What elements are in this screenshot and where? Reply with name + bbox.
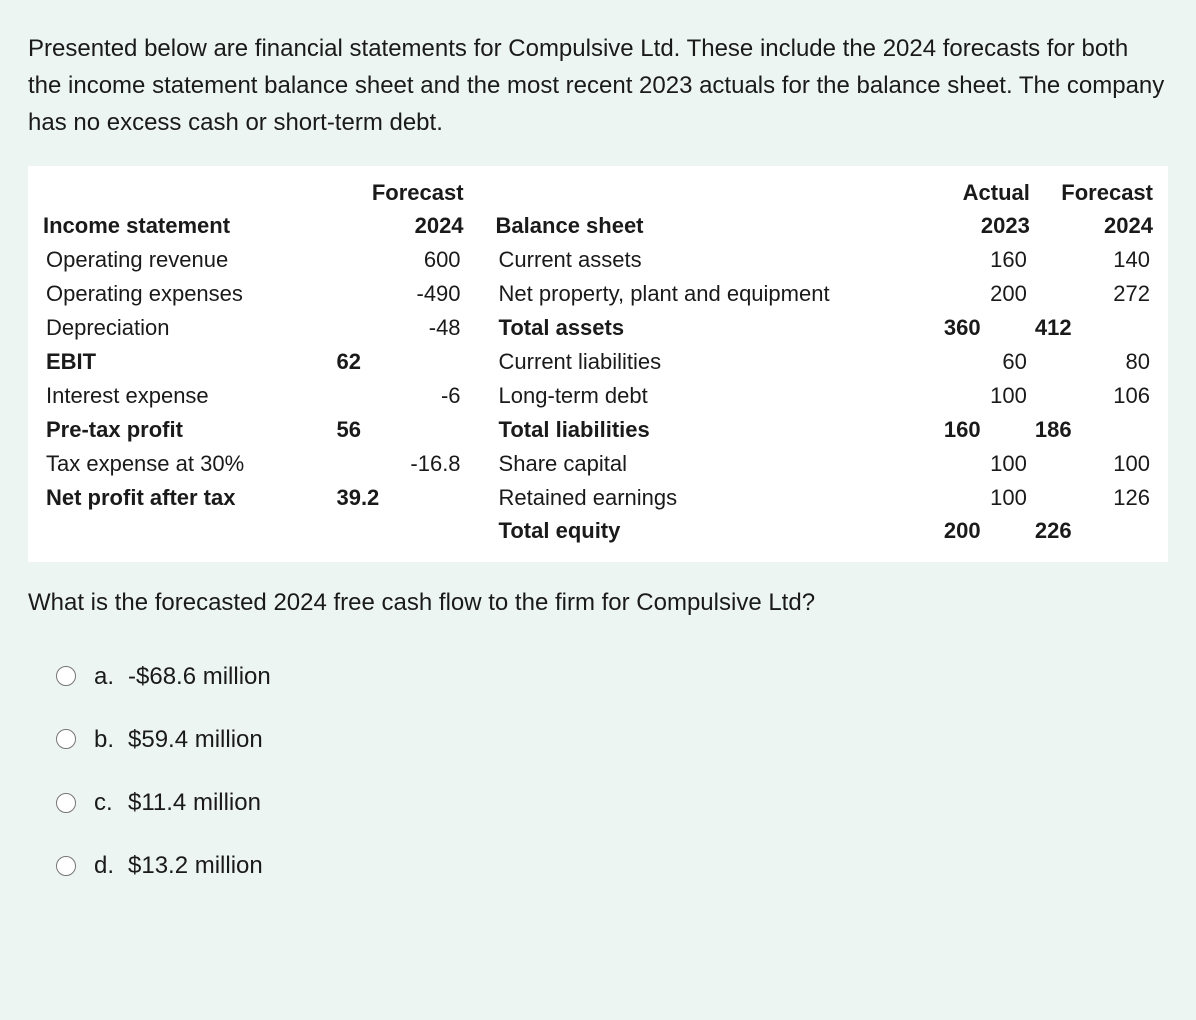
table-row: Total equity200226 [495,514,1154,548]
is-row-value: 56 [332,413,464,447]
option-text: -$68.6 million [128,658,271,695]
bs-row-forecast: 106 [1031,379,1154,413]
table-row: Tax expense at 30%-16.8 [42,447,465,481]
intro-text: Presented below are financial statements… [28,30,1168,142]
bs-row-actual: 360 [940,311,1031,345]
bs-row-forecast: 80 [1031,345,1154,379]
option-letter: b. [94,721,128,758]
bs-row-actual: 160 [940,243,1031,277]
bs-row-forecast: 100 [1031,447,1154,481]
table-row: EBIT62 [42,345,465,379]
bs-row-label: Current liabilities [495,345,940,379]
bs-row-label: Total liabilities [495,413,940,447]
is-row-label: Net profit after tax [42,481,332,515]
answer-option[interactable]: c.$11.4 million [56,784,1168,821]
bs-row-forecast: 412 [1031,311,1154,345]
bs-row-label: Total equity [495,514,940,548]
answer-options: a.-$68.6 millionb.$59.4 millionc.$11.4 m… [28,658,1168,885]
bs-row-label: Total assets [495,311,940,345]
table-row: Operating revenue600 [42,243,465,277]
income-statement-table: Forecast Income statement 2024 Operating… [42,176,465,515]
bs-row-label: Share capital [495,447,940,481]
is-title: Income statement [42,209,332,243]
financial-tables: Forecast Income statement 2024 Operating… [28,166,1168,563]
answer-option[interactable]: d.$13.2 million [56,847,1168,884]
option-radio[interactable] [56,666,76,686]
option-letter: c. [94,784,128,821]
table-row: Net property, plant and equipment200272 [495,277,1154,311]
is-row-value: -490 [332,277,464,311]
table-row: Current assets160140 [495,243,1154,277]
option-letter: a. [94,658,128,695]
option-radio[interactable] [56,729,76,749]
bs-row-label: Retained earnings [495,481,940,515]
bs-row-forecast: 126 [1031,481,1154,515]
bs-row-label: Long-term debt [495,379,940,413]
is-year: 2024 [332,209,464,243]
is-row-value: 39.2 [332,481,464,515]
is-row-label: Pre-tax profit [42,413,332,447]
table-row: Retained earnings100126 [495,481,1154,515]
is-row-label: Interest expense [42,379,332,413]
bs-row-forecast: 226 [1031,514,1154,548]
table-row: Total liabilities160186 [495,413,1154,447]
is-row-value: -16.8 [332,447,464,481]
table-row: Interest expense-6 [42,379,465,413]
table-row: Depreciation-48 [42,311,465,345]
balance-sheet-table: Actual Forecast Balance sheet 2023 2024 … [495,176,1154,549]
is-row-value: 600 [332,243,464,277]
table-row: Operating expenses-490 [42,277,465,311]
option-radio[interactable] [56,856,76,876]
bs-row-actual: 100 [940,481,1031,515]
is-row-value: -6 [332,379,464,413]
table-row: Total assets360412 [495,311,1154,345]
table-row: Long-term debt100106 [495,379,1154,413]
option-text: $11.4 million [128,784,261,821]
is-row-value: 62 [332,345,464,379]
is-row-label: Tax expense at 30% [42,447,332,481]
option-radio[interactable] [56,793,76,813]
bs-row-forecast: 186 [1031,413,1154,447]
table-row: Share capital100100 [495,447,1154,481]
bs-row-actual: 60 [940,345,1031,379]
answer-option[interactable]: b.$59.4 million [56,721,1168,758]
table-row: Pre-tax profit56 [42,413,465,447]
is-row-label: EBIT [42,345,332,379]
bs-row-label: Current assets [495,243,940,277]
is-header-top: Forecast [332,176,464,210]
is-row-label: Operating expenses [42,277,332,311]
bs-row-label: Net property, plant and equipment [495,277,940,311]
is-row-label: Operating revenue [42,243,332,277]
answer-option[interactable]: a.-$68.6 million [56,658,1168,695]
table-row: Current liabilities6080 [495,345,1154,379]
bs-row-actual: 100 [940,447,1031,481]
option-text: $59.4 million [128,721,263,758]
is-row-value: -48 [332,311,464,345]
option-letter: d. [94,847,128,884]
bs-row-actual: 200 [940,277,1031,311]
question-text: What is the forecasted 2024 free cash fl… [28,584,1168,621]
bs-year-actual: 2023 [940,209,1031,243]
table-row: Net profit after tax39.2 [42,481,465,515]
bs-row-actual: 200 [940,514,1031,548]
bs-header-actual: Actual [940,176,1031,210]
bs-row-forecast: 140 [1031,243,1154,277]
is-row-label: Depreciation [42,311,332,345]
bs-title: Balance sheet [495,209,940,243]
bs-row-actual: 100 [940,379,1031,413]
bs-header-forecast: Forecast [1031,176,1154,210]
bs-row-actual: 160 [940,413,1031,447]
option-text: $13.2 million [128,847,263,884]
bs-row-forecast: 272 [1031,277,1154,311]
bs-year-forecast: 2024 [1031,209,1154,243]
